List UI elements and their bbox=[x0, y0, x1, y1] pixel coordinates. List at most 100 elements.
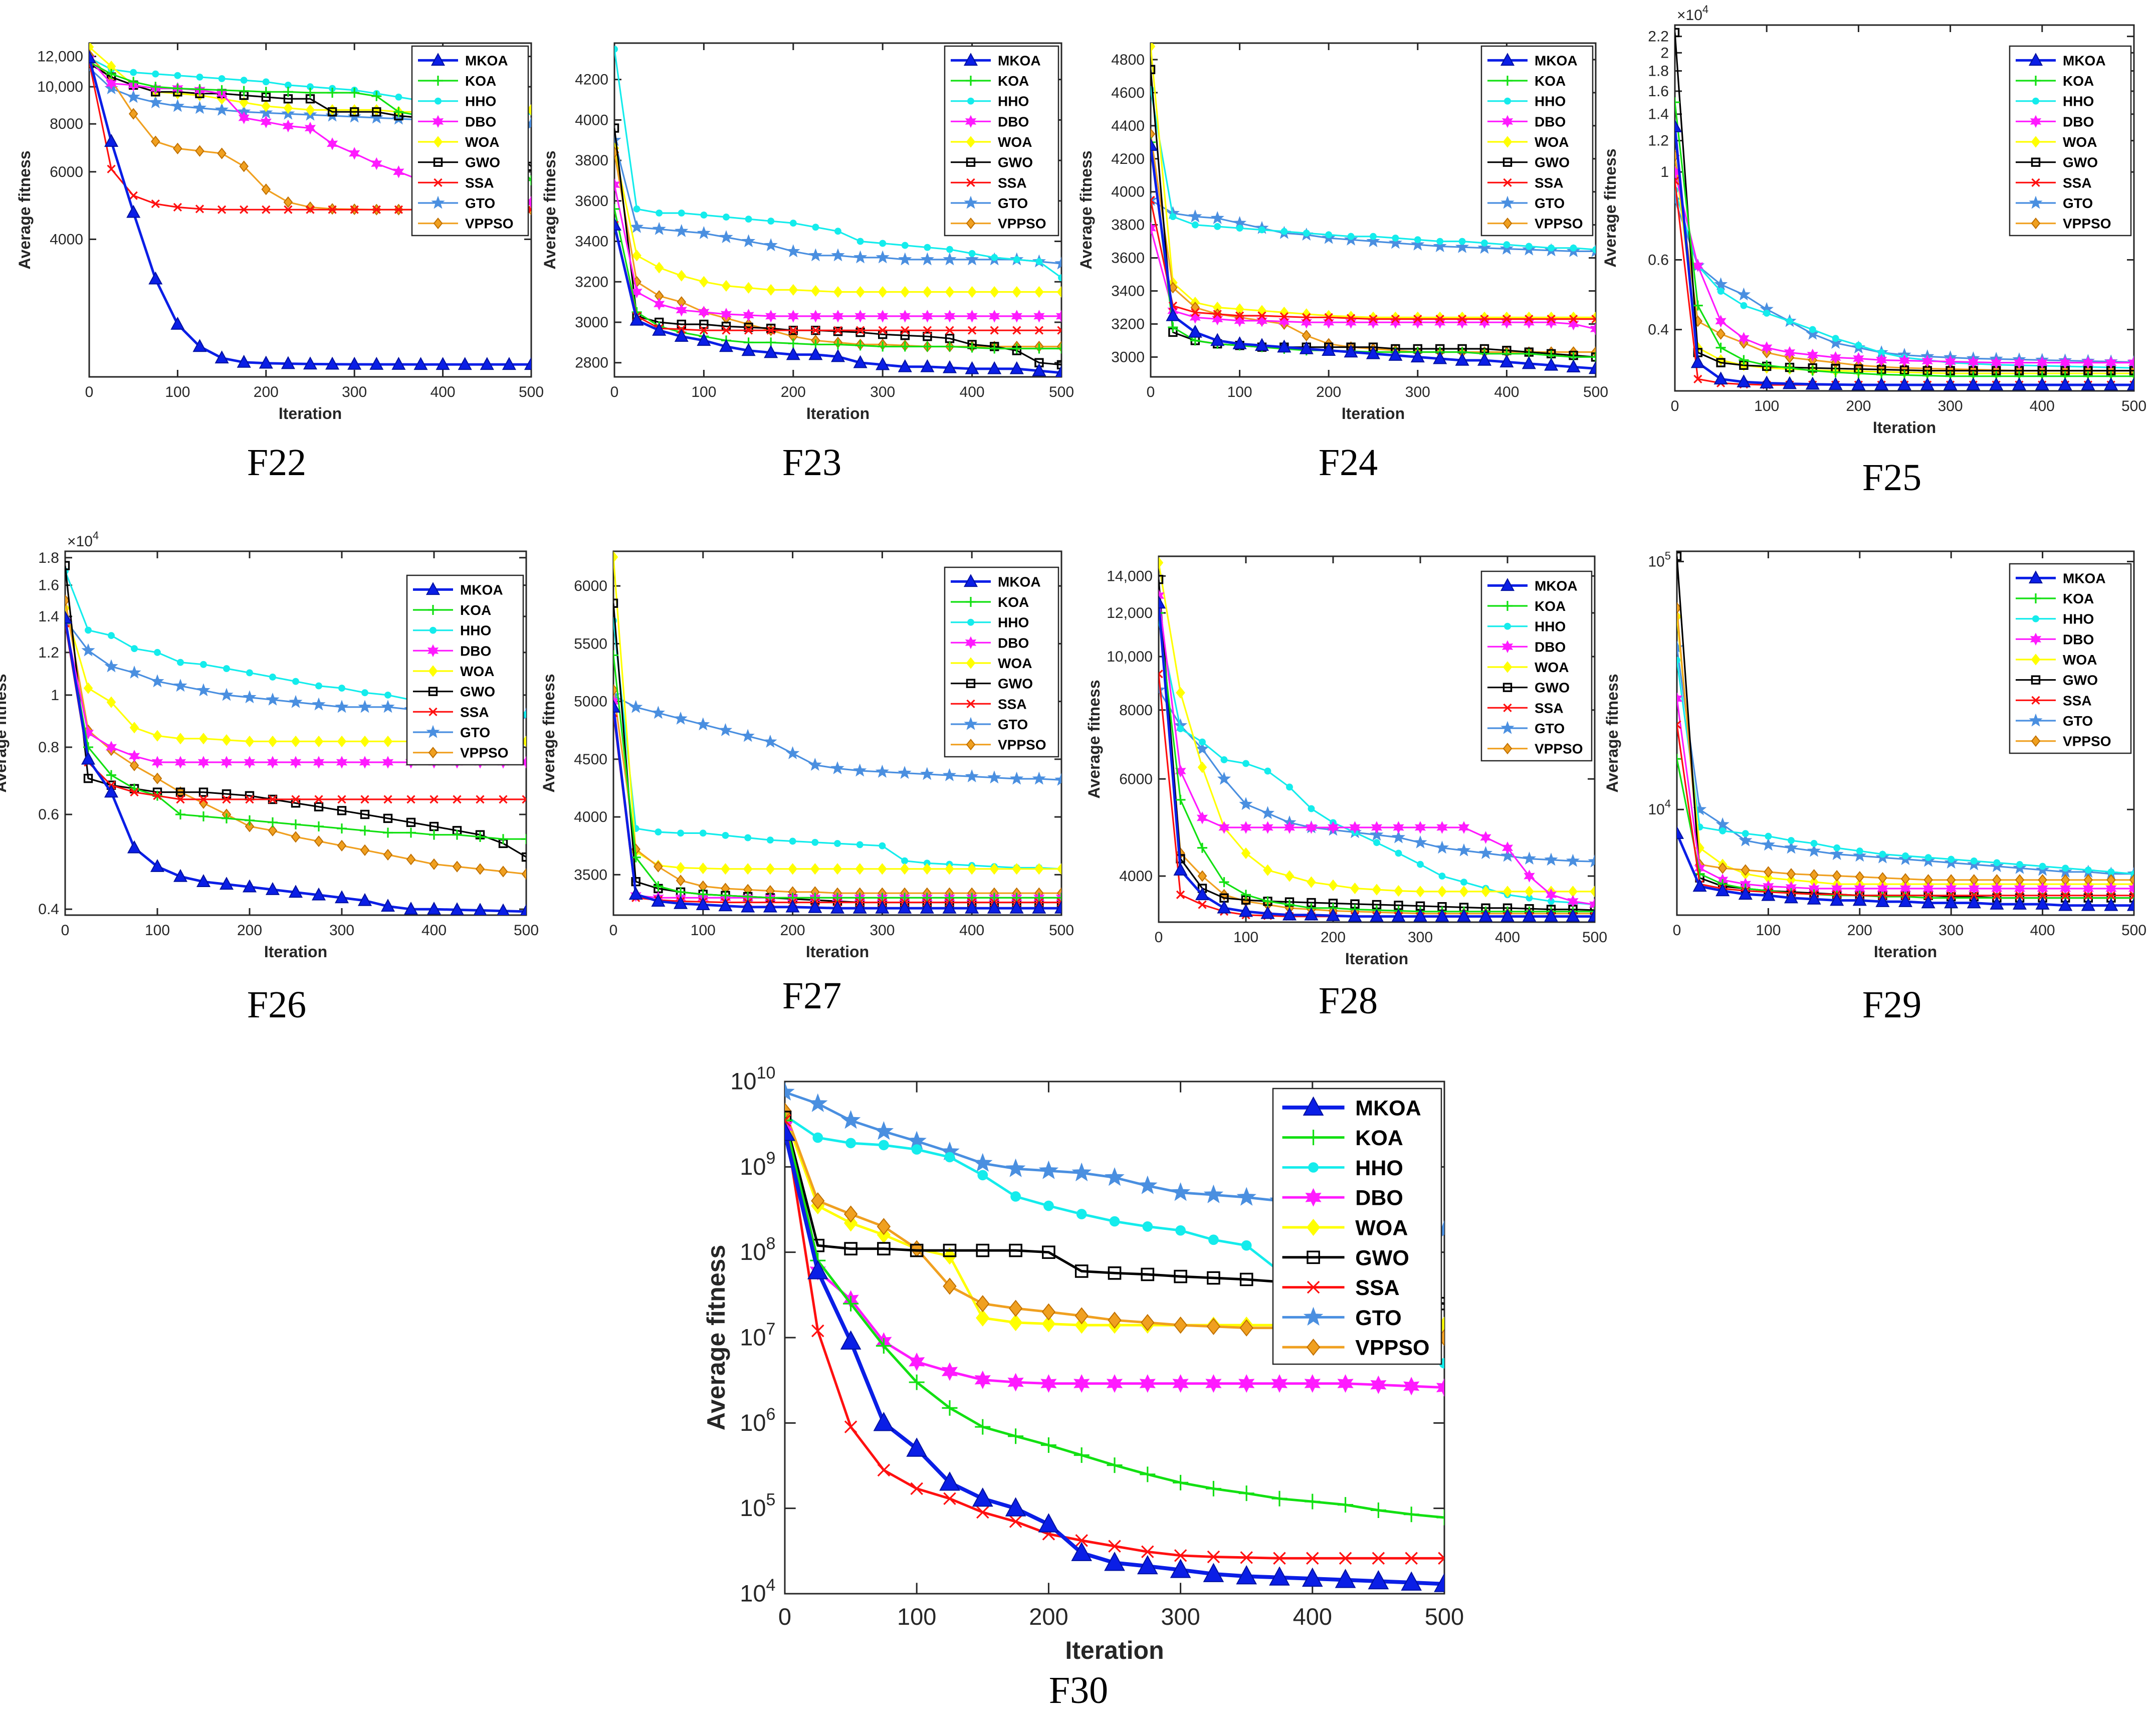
data-point-hho bbox=[1548, 244, 1555, 252]
data-point-gto bbox=[965, 769, 979, 783]
x-tick-label: 100 bbox=[165, 384, 190, 400]
data-point-gwo bbox=[1394, 901, 1403, 910]
data-point-dbo bbox=[1205, 1374, 1222, 1393]
data-point-gwo bbox=[1012, 346, 1021, 355]
data-point-ssa bbox=[1141, 1545, 1154, 1559]
data-point-ssa bbox=[1675, 176, 1679, 185]
data-point-koa bbox=[1692, 300, 1703, 311]
data-point-mkoa bbox=[1032, 901, 1046, 914]
data-point-vppso bbox=[1173, 1317, 1188, 1334]
data-point-mkoa bbox=[1368, 1570, 1389, 1590]
chart-panel-f22: 0 100 200 300 400 500 4000 6000 8000 10,000 12,000… bbox=[16, 42, 544, 484]
data-point-woa bbox=[268, 735, 278, 748]
legend bbox=[406, 574, 524, 766]
data-point-dbo bbox=[1589, 898, 1595, 911]
data-point-mkoa bbox=[259, 355, 273, 369]
data-point-koa bbox=[314, 821, 324, 832]
legend-label-gto: GTO bbox=[1535, 195, 1565, 211]
y-axis-title: Average fitness bbox=[702, 1245, 730, 1431]
legend-label-vppso: VPPSO bbox=[1355, 1336, 1429, 1360]
legend-label-mkoa: MKOA bbox=[998, 574, 1041, 589]
data-point-woa bbox=[613, 551, 618, 563]
data-point-gto bbox=[741, 729, 755, 742]
data-point-hho bbox=[2062, 865, 2069, 872]
data-point-mkoa bbox=[1456, 909, 1471, 922]
legend bbox=[2009, 45, 2132, 237]
data-point-gwo bbox=[1992, 366, 2001, 375]
data-point-mkoa bbox=[1269, 1566, 1290, 1586]
data-point-gwo bbox=[1042, 1245, 1055, 1259]
data-point-koa bbox=[1739, 355, 1749, 365]
data-point-koa bbox=[194, 84, 205, 95]
legend-marker-gto bbox=[1500, 721, 1515, 734]
data-point-gwo bbox=[350, 107, 359, 117]
data-point-mkoa bbox=[1782, 376, 1797, 389]
legend-label-vppso: VPPSO bbox=[2063, 216, 2111, 232]
x-tick-label: 200 bbox=[1846, 398, 1871, 414]
data-point-dbo bbox=[1590, 322, 1596, 336]
data-point-koa bbox=[1677, 754, 1682, 764]
data-point-vppso bbox=[1764, 866, 1773, 878]
legend-label-dbo: DBO bbox=[998, 114, 1029, 129]
data-point-gto bbox=[1032, 771, 1046, 785]
data-point-dbo bbox=[1212, 312, 1223, 326]
data-point-ssa bbox=[328, 205, 337, 214]
data-point-hho bbox=[1902, 852, 1909, 859]
legend-label-koa: KOA bbox=[998, 73, 1029, 89]
data-point-vppso bbox=[1786, 868, 1796, 880]
data-point-woa bbox=[1056, 286, 1061, 298]
data-point-gto bbox=[1713, 277, 1728, 291]
y-tick-label: 1 bbox=[51, 687, 59, 704]
data-point-dbo bbox=[382, 756, 394, 769]
data-point-dbo bbox=[1458, 821, 1470, 834]
data-point-gto bbox=[898, 766, 912, 779]
data-point-hho bbox=[1013, 256, 1020, 263]
data-point-dbo bbox=[1240, 821, 1252, 834]
data-point-gto bbox=[764, 238, 778, 252]
x-tick-label: 0 bbox=[1155, 929, 1163, 946]
data-point-mkoa bbox=[1522, 356, 1536, 369]
data-point-gwo bbox=[1591, 352, 1596, 362]
data-point-hho bbox=[856, 238, 864, 245]
data-point-hho bbox=[744, 834, 752, 841]
data-point-ssa bbox=[833, 326, 842, 335]
data-point-koa bbox=[1370, 1502, 1386, 1518]
data-point-ssa bbox=[1339, 1552, 1352, 1565]
data-point-mkoa bbox=[741, 899, 755, 913]
data-point-hho bbox=[1109, 1216, 1120, 1227]
data-point-ssa bbox=[1191, 308, 1200, 317]
data-point-hho bbox=[338, 685, 345, 692]
data-point-gto bbox=[1138, 1175, 1158, 1194]
data-point-woa bbox=[989, 286, 999, 298]
data-point-mkoa bbox=[1690, 355, 1705, 368]
x-tick-label: 500 bbox=[1049, 384, 1074, 400]
data-point-woa bbox=[1241, 847, 1251, 859]
data-point-dbo bbox=[1323, 316, 1335, 329]
data-point-dbo bbox=[1677, 692, 1683, 705]
legend-marker-vppso bbox=[428, 747, 438, 759]
data-point-hho bbox=[968, 250, 976, 257]
data-point-koa bbox=[1011, 343, 1022, 354]
data-point-dbo bbox=[1011, 310, 1022, 323]
data-point-dbo bbox=[1218, 821, 1230, 834]
data-point-mkoa bbox=[920, 901, 934, 914]
data-point-ssa bbox=[176, 795, 185, 804]
data-point-dbo bbox=[197, 756, 209, 769]
data-point-gwo bbox=[1437, 902, 1447, 912]
data-point-mkoa bbox=[450, 902, 464, 915]
data-point-mkoa bbox=[1522, 909, 1537, 922]
legend-label-hho: HHO bbox=[460, 623, 491, 638]
legend-label-mkoa: MKOA bbox=[2063, 570, 2106, 586]
data-point-gwo bbox=[261, 92, 271, 102]
legend-label-gwo: GWO bbox=[1535, 155, 1570, 170]
x-tick-label: 0 bbox=[778, 1603, 791, 1630]
data-point-mkoa bbox=[1737, 374, 1751, 387]
legend-label-woa: WOA bbox=[1355, 1216, 1408, 1240]
data-point-mkoa bbox=[2081, 377, 2095, 390]
data-point-ssa bbox=[1677, 720, 1681, 729]
data-point-woa bbox=[855, 863, 865, 875]
data-point-hho bbox=[1392, 235, 1399, 242]
data-point-dbo bbox=[1007, 1373, 1024, 1392]
data-point-mkoa bbox=[126, 204, 141, 218]
data-point-gwo bbox=[1946, 366, 1955, 375]
